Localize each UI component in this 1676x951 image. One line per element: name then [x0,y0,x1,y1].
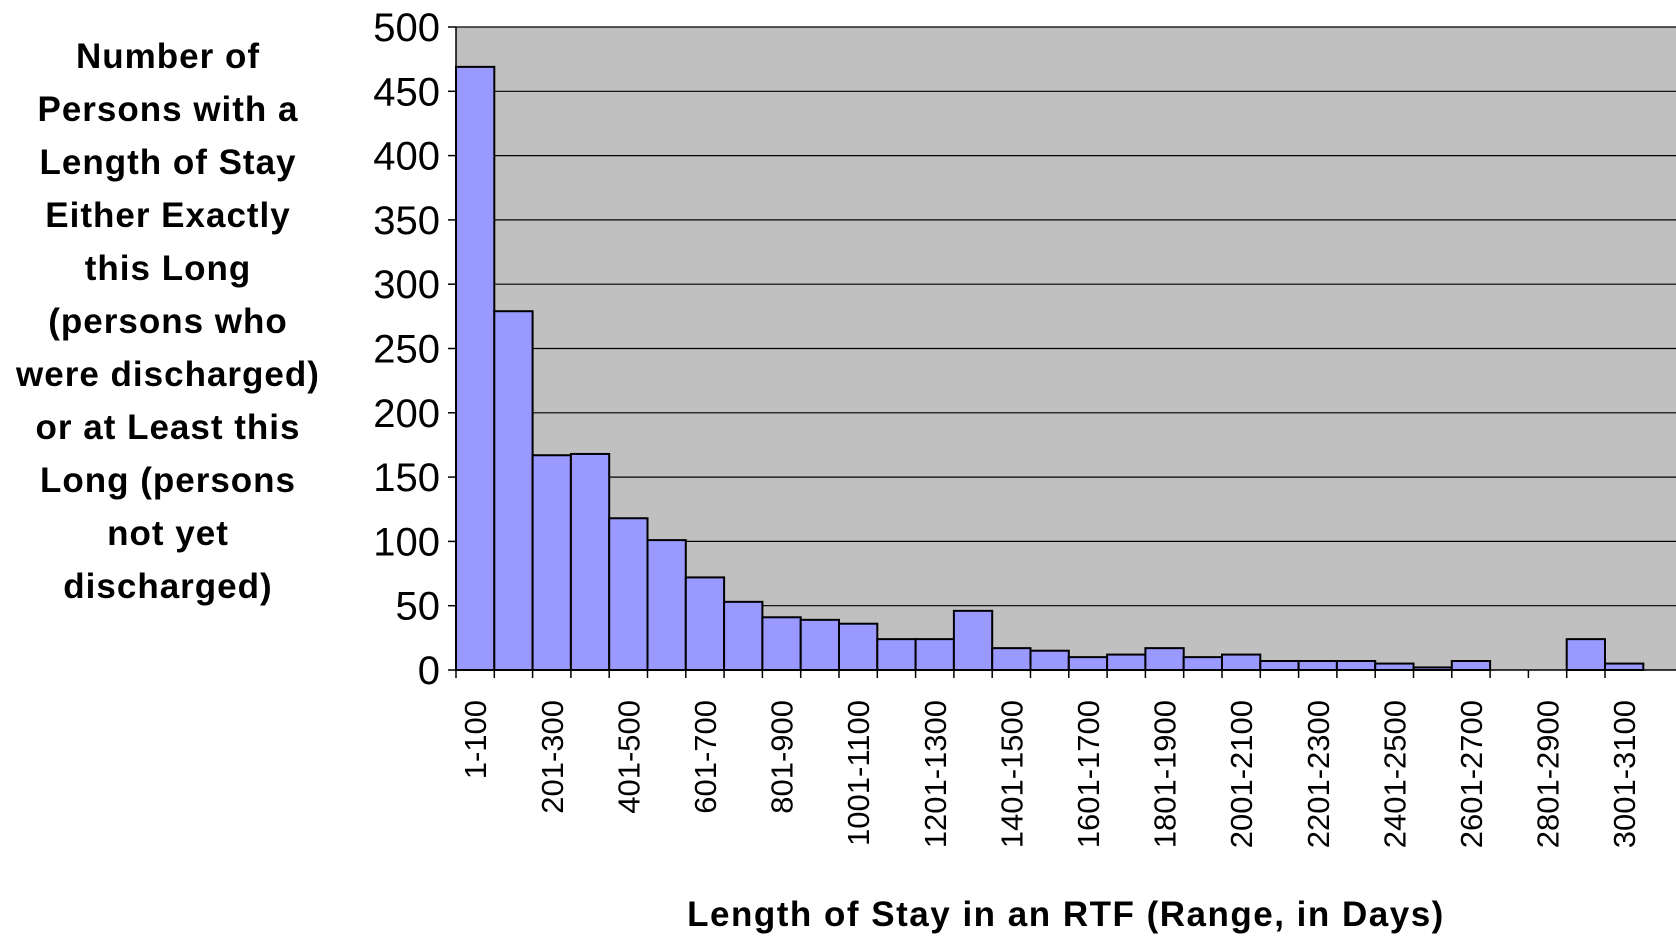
bar [838,622,879,671]
x-tick-label: 2801-2900 [1531,700,1566,848]
bar [1106,653,1147,671]
x-tick-label: 401-500 [611,700,646,814]
bar [914,638,955,671]
x-tick-label: 601-700 [688,700,723,814]
x-tick-label: 801-900 [765,700,800,814]
x-axis-title: Length of Stay in an RTF (Range, in Days… [687,895,1445,934]
bar [646,539,687,672]
x-tick-label: 2001-2100 [1224,700,1259,848]
y-tick-label: 0 [418,649,440,693]
bar [876,638,917,671]
y-tick-label: 50 [396,585,441,629]
bar [1029,649,1070,672]
x-tick-label: 1801-1900 [1148,700,1183,848]
y-tick-label: 450 [373,70,440,114]
bar [991,647,1032,671]
y-tick-label: 300 [373,263,440,307]
bar [1450,659,1492,671]
x-tick-label: 1001-1100 [841,700,876,846]
bar [493,310,534,671]
x-tick-label: 2201-2300 [1301,700,1336,848]
bar [1259,659,1300,671]
y-tick-label: 250 [373,328,440,372]
bar [1182,656,1223,672]
bar [723,600,764,671]
bar [608,517,649,672]
y-tick-label: 400 [373,135,440,179]
bar [1565,638,1606,671]
bar [531,454,572,671]
y-tick-label: 350 [373,199,440,243]
x-tick-label: 2401-2500 [1377,700,1412,848]
y-tick-label: 100 [373,520,440,564]
bar [1335,659,1377,671]
y-tick-label: 200 [373,392,440,436]
y-tick-label: 500 [373,6,440,50]
bar [1221,653,1262,671]
bar [1067,656,1109,672]
x-tick-label: 1401-1500 [994,700,1029,848]
bar [1297,659,1338,671]
bar [1604,662,1645,672]
y-tick-label: 150 [373,456,440,500]
bar [1144,647,1185,671]
x-tick-label: 1601-1700 [1071,700,1106,848]
bar [799,618,841,672]
x-tick-label: 201-300 [535,700,570,814]
bar [569,452,611,671]
bar [1374,662,1415,672]
x-tick-label: 1201-1300 [918,700,953,848]
x-tick-label: 2601-2700 [1454,700,1489,848]
bar [952,609,994,671]
x-tick-label: 3001-3100 [1607,700,1642,848]
bar [761,616,802,671]
x-tick-label: 1-100 [458,700,493,779]
y-axis-title: Number of Persons with a Length of Stay … [16,37,320,606]
bar [455,65,496,671]
bar [684,576,726,672]
